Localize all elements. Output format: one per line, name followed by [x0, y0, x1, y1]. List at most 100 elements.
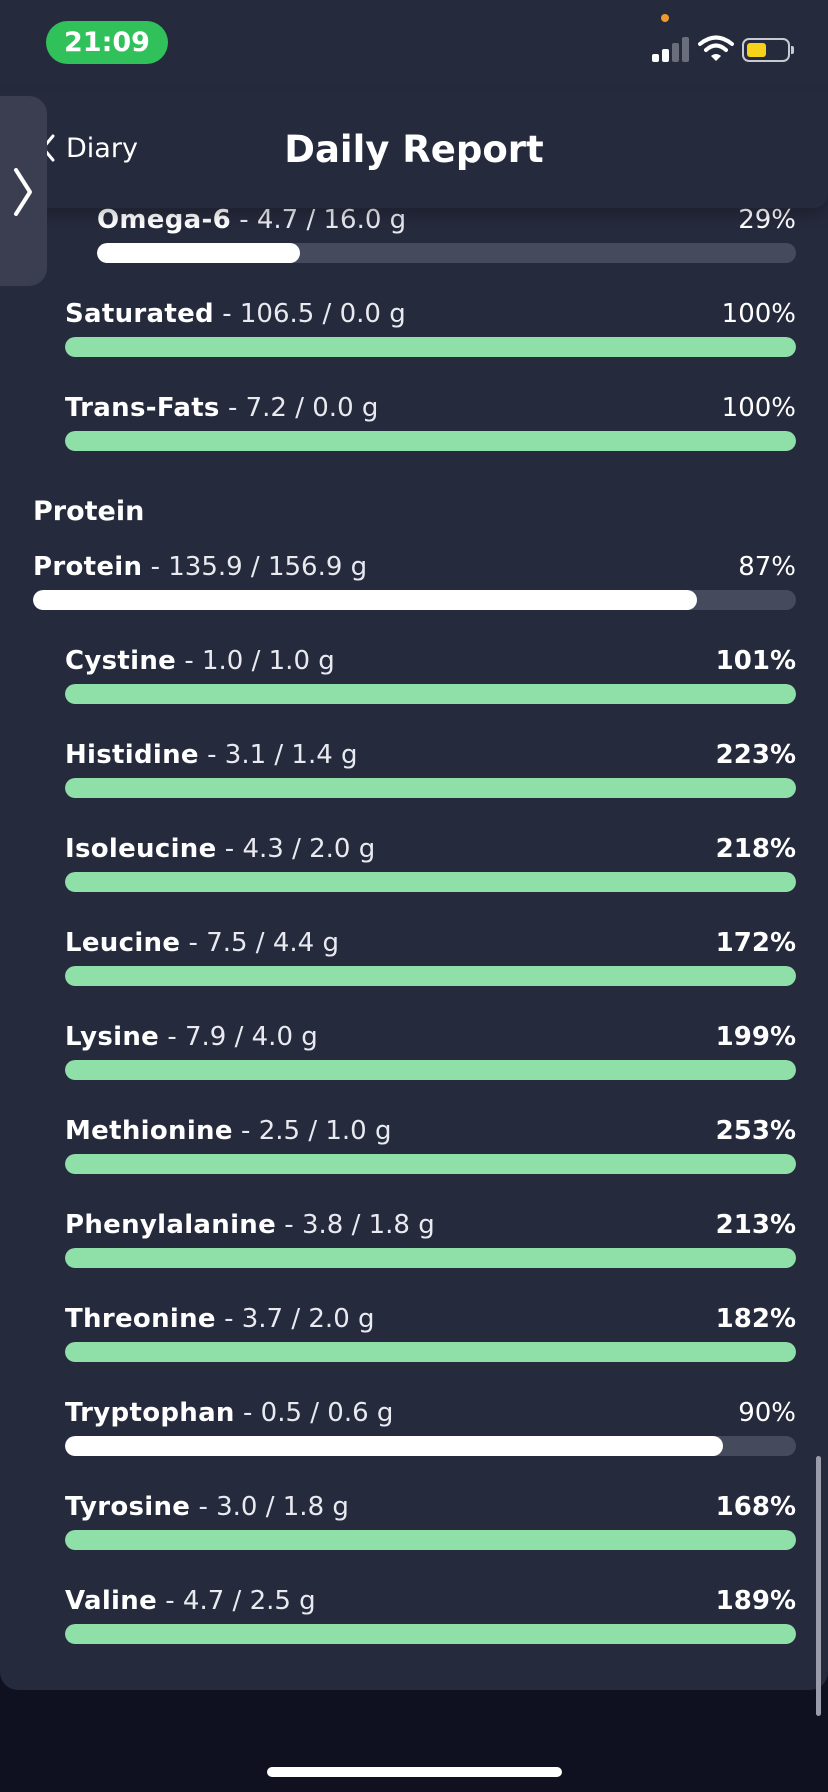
- nutrient-label: Tryptophan - 0.5 / 0.6 g: [65, 1396, 393, 1430]
- progress-bar-fill: [65, 778, 796, 798]
- nutrient-row[interactable]: Cystine - 1.0 / 1.0 g 101%: [65, 644, 796, 708]
- wifi-icon: [698, 35, 734, 61]
- progress-bar-fill: [65, 1060, 796, 1080]
- battery-icon: [742, 38, 794, 62]
- nutrient-row[interactable]: Threonine - 3.7 / 2.0 g 182%: [65, 1302, 796, 1366]
- nutrient-label: Valine - 4.7 / 2.5 g: [65, 1584, 316, 1618]
- progress-bar: [65, 1624, 796, 1644]
- progress-bar: [65, 966, 796, 986]
- nutrient-amount: - 3.8 / 1.8 g: [276, 1210, 435, 1240]
- progress-bar: [65, 872, 796, 892]
- nutrient-name: Threonine: [65, 1304, 216, 1334]
- nutrient-row[interactable]: Saturated - 106.5 / 0.0 g 100%: [65, 297, 796, 361]
- nutrient-row[interactable]: Protein - 135.9 / 156.9 g 87%: [33, 550, 796, 614]
- home-indicator[interactable]: [267, 1767, 562, 1777]
- nutrient-row[interactable]: Tyrosine - 3.0 / 1.8 g 168%: [65, 1490, 796, 1554]
- nutrient-percent: 223%: [715, 740, 796, 770]
- back-button[interactable]: Diary: [40, 130, 138, 166]
- nutrient-percent: 87%: [738, 552, 796, 582]
- nutrient-percent: 168%: [715, 1492, 796, 1522]
- nutrient-amount: - 135.9 / 156.9 g: [142, 552, 368, 582]
- nav-header: Diary Daily Report: [0, 90, 828, 208]
- nutrient-percent: 213%: [715, 1210, 796, 1240]
- progress-bar-fill: [65, 684, 796, 704]
- nutrient-label: Histidine - 3.1 / 1.4 g: [65, 738, 358, 772]
- nutrient-amount: - 4.3 / 2.0 g: [216, 834, 376, 864]
- nutrient-name: Protein: [33, 552, 143, 582]
- progress-bar-fill: [65, 966, 796, 986]
- progress-bar: [65, 684, 796, 704]
- nutrient-percent: 100%: [721, 393, 796, 423]
- scroll-indicator[interactable]: [816, 1456, 821, 1716]
- nutrient-percent: 90%: [738, 1398, 796, 1428]
- progress-bar: [65, 337, 796, 357]
- nutrient-percent: 172%: [715, 928, 796, 958]
- nutrient-percent: 182%: [715, 1304, 796, 1334]
- progress-bar: [65, 1436, 796, 1456]
- nutrient-row[interactable]: Isoleucine - 4.3 / 2.0 g 218%: [65, 832, 796, 896]
- nutrient-name: Isoleucine: [65, 834, 217, 864]
- progress-bar-fill: [65, 1530, 796, 1550]
- nutrient-name: Lysine: [65, 1022, 160, 1052]
- side-drawer-handle[interactable]: [0, 96, 47, 286]
- nutrient-name: Valine: [65, 1586, 158, 1616]
- nutrient-percent: 101%: [715, 646, 796, 676]
- nutrient-row[interactable]: Valine - 4.7 / 2.5 g 189%: [65, 1584, 796, 1648]
- nutrient-row[interactable]: Methionine - 2.5 / 1.0 g 253%: [65, 1114, 796, 1178]
- nutrient-percent: 218%: [715, 834, 796, 864]
- progress-bar-fill: [33, 590, 697, 610]
- nutrient-label: Isoleucine - 4.3 / 2.0 g: [65, 832, 375, 866]
- nutrient-amount: - 3.1 / 1.4 g: [198, 740, 358, 770]
- progress-bar: [65, 431, 796, 451]
- nutrient-name: Tryptophan: [65, 1398, 235, 1428]
- progress-bar-fill: [65, 1624, 796, 1644]
- nutrient-name: Saturated: [65, 299, 214, 329]
- nutrient-label: Cystine - 1.0 / 1.0 g: [65, 644, 335, 678]
- nutrient-row[interactable]: Leucine - 7.5 / 4.4 g 172%: [65, 926, 796, 990]
- progress-bar-fill: [97, 243, 300, 263]
- nutrient-amount: - 3.7 / 2.0 g: [215, 1304, 375, 1334]
- nutrient-name: Phenylalanine: [65, 1210, 277, 1240]
- progress-bar: [65, 1248, 796, 1268]
- nutrient-label: Tyrosine - 3.0 / 1.8 g: [65, 1490, 349, 1524]
- nutrient-label: Phenylalanine - 3.8 / 1.8 g: [65, 1208, 435, 1242]
- progress-bar-fill: [65, 337, 796, 357]
- nutrient-label: Leucine - 7.5 / 4.4 g: [65, 926, 339, 960]
- nutrient-amount: - 7.9 / 4.0 g: [159, 1022, 318, 1052]
- progress-bar: [65, 778, 796, 798]
- nutrient-row[interactable]: Phenylalanine - 3.8 / 1.8 g 213%: [65, 1208, 796, 1272]
- nutrient-name: Methionine: [65, 1116, 233, 1146]
- nutrient-label: Saturated - 106.5 / 0.0 g: [65, 297, 406, 331]
- progress-bar-fill: [65, 1154, 796, 1174]
- progress-bar-fill: [65, 1342, 796, 1362]
- nutrient-amount: - 4.7 / 2.5 g: [157, 1586, 316, 1616]
- section-title-protein: Protein: [33, 496, 145, 527]
- nutrient-label: Trans-Fats - 7.2 / 0.0 g: [65, 391, 378, 425]
- nutrient-label: Omega-6 - 4.7 / 16.0 g: [97, 203, 406, 237]
- nutrient-amount: - 1.0 / 1.0 g: [176, 646, 335, 676]
- nutrient-amount: - 106.5 / 0.0 g: [213, 299, 406, 329]
- cellular-signal-icon: [652, 36, 690, 62]
- nutrient-list[interactable]: Omega-6 - 4.7 / 16.0 g 29% Saturated - 106…: [0, 0, 828, 1690]
- nutrient-row[interactable]: Tryptophan - 0.5 / 0.6 g 90%: [65, 1396, 796, 1460]
- nutrient-row[interactable]: Trans-Fats - 7.2 / 0.0 g 100%: [65, 391, 796, 455]
- nutrient-name: Cystine: [65, 646, 177, 676]
- nutrient-name: Leucine: [65, 928, 181, 958]
- progress-bar-fill: [65, 431, 796, 451]
- nutrient-row[interactable]: Omega-6 - 4.7 / 16.0 g 29%: [97, 203, 796, 267]
- progress-bar: [65, 1342, 796, 1362]
- nutrient-name: Omega-6: [97, 205, 231, 235]
- nutrient-percent: 29%: [738, 205, 796, 235]
- nutrient-label: Methionine - 2.5 / 1.0 g: [65, 1114, 391, 1148]
- privacy-indicator: [661, 14, 669, 22]
- progress-bar: [65, 1060, 796, 1080]
- nutrient-row[interactable]: Lysine - 7.9 / 4.0 g 199%: [65, 1020, 796, 1084]
- page-title: Daily Report: [284, 128, 544, 171]
- report-card: Omega-6 - 4.7 / 16.0 g 29% Saturated - 106…: [0, 0, 828, 1690]
- chevron-right-icon: [14, 168, 32, 216]
- nutrient-amount: - 3.0 / 1.8 g: [190, 1492, 349, 1522]
- nutrient-row[interactable]: Histidine - 3.1 / 1.4 g 223%: [65, 738, 796, 802]
- nutrient-percent: 253%: [715, 1116, 796, 1146]
- nutrient-label: Protein - 135.9 / 156.9 g: [33, 550, 367, 584]
